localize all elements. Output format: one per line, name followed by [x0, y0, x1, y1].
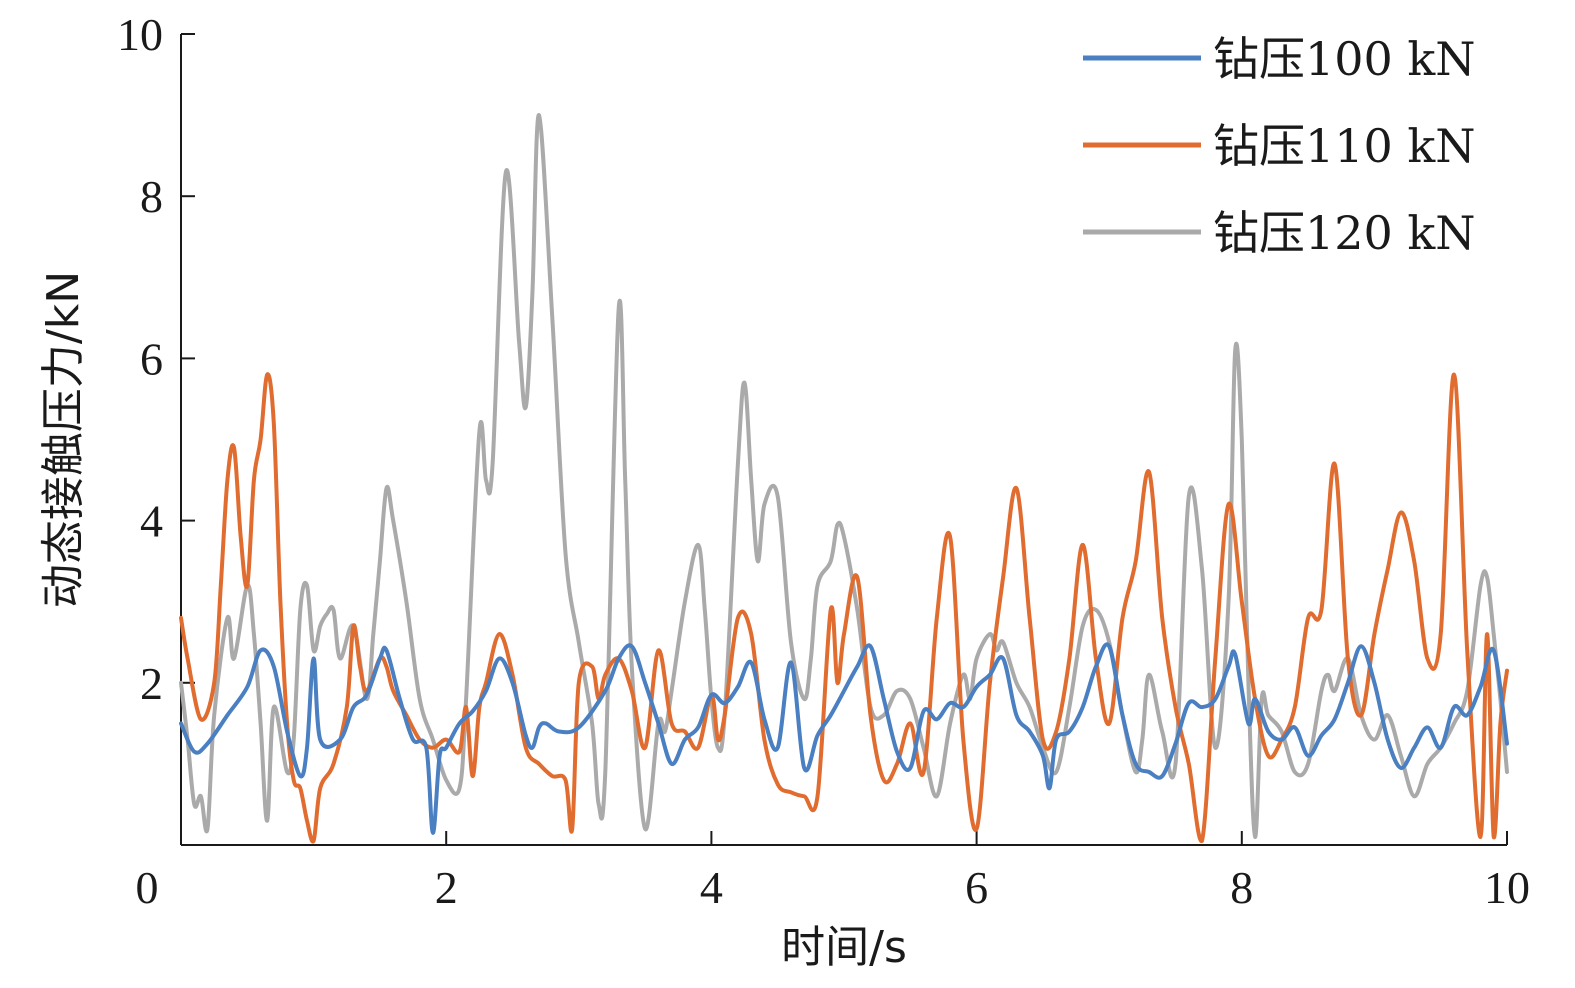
legend-label-2: 钻压110 kN	[1213, 119, 1476, 173]
y-ticks: 2 4 6 8 10	[117, 9, 195, 709]
y-tick-label: 4	[140, 496, 163, 547]
y-axis-title: 动态接触压力/kN	[38, 271, 89, 608]
x-tick-label: 8	[1230, 862, 1253, 913]
legend: 钻压100 kN 钻压110 kN 钻压120 kN	[1083, 32, 1476, 260]
x-tick-label: 4	[700, 862, 723, 913]
y-tick-label: 8	[140, 171, 163, 222]
x-tick-label: 6	[965, 862, 988, 913]
axes	[180, 34, 1507, 846]
x-axis-title: 时间/s	[781, 922, 907, 973]
y-tick-label: 2	[140, 658, 163, 709]
series-layer	[179, 113, 1509, 844]
x-tick-label: 10	[1484, 862, 1530, 913]
x-ticks: 0 2 4 6 8 10	[136, 831, 1530, 913]
legend-label-3: 钻压120 kN	[1213, 206, 1476, 260]
series-line-2	[179, 372, 1509, 844]
series-line-1	[179, 642, 1509, 835]
x-tick-label: 0	[136, 862, 159, 913]
x-tick-label: 2	[435, 862, 458, 913]
y-tick-label: 6	[140, 333, 163, 384]
y-tick-label: 10	[117, 9, 163, 60]
legend-label-1: 钻压100 kN	[1213, 32, 1476, 86]
